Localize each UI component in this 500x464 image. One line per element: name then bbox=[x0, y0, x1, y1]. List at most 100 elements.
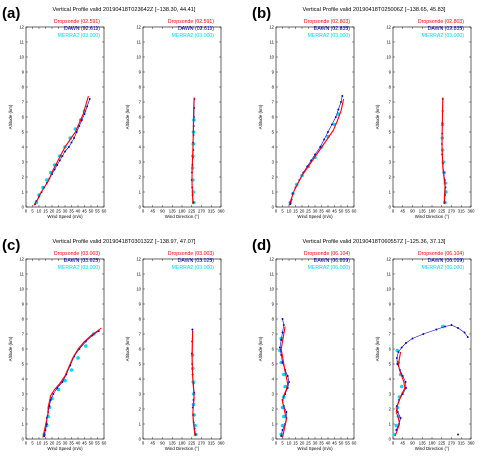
x-tick-label: 55 bbox=[345, 441, 350, 446]
data-point-dawn bbox=[397, 351, 400, 353]
x-tick-label: 50 bbox=[89, 209, 94, 214]
x-tick-label: 45 bbox=[400, 441, 405, 446]
data-point-dawn bbox=[340, 101, 342, 103]
y-tick-label: 2 bbox=[389, 407, 392, 412]
x-tick-label: 35 bbox=[69, 441, 74, 446]
legend-entry: MERRA2 (06.000) bbox=[422, 265, 465, 271]
y-tick-label: 1 bbox=[22, 422, 25, 427]
legend-entry: DAWN (02.835) bbox=[314, 26, 351, 32]
y-tick-label: 8 bbox=[389, 85, 392, 90]
x-axis-label: Wind Direction (°) bbox=[415, 446, 450, 451]
x-tick-label: 315 bbox=[458, 441, 466, 446]
data-point-merra2 bbox=[282, 372, 286, 377]
x-tick-label: 25 bbox=[306, 441, 311, 446]
series-line-dropsonde bbox=[394, 351, 406, 437]
data-point-merra2 bbox=[84, 344, 88, 348]
y-tick-label: 6 bbox=[389, 115, 392, 120]
y-tick-label: 7 bbox=[22, 100, 25, 105]
y-tick-label: 8 bbox=[389, 317, 392, 322]
x-axis-label: Wind Speed (m/s) bbox=[47, 446, 83, 451]
x-tick-label: 10 bbox=[287, 441, 292, 446]
y-tick-label: 1 bbox=[22, 190, 25, 195]
x-tick-label: 55 bbox=[95, 209, 100, 214]
y-axis-label: Altitude (km) bbox=[375, 104, 380, 129]
y-tick-label: 11 bbox=[387, 272, 392, 277]
data-point-dawn bbox=[405, 342, 407, 344]
y-tick-label: 11 bbox=[20, 272, 25, 277]
x-tick-label: 35 bbox=[69, 209, 74, 214]
x-tick-label: 20 bbox=[300, 441, 305, 446]
x-tick-label: 40 bbox=[76, 441, 81, 446]
series-line-dawn bbox=[43, 330, 99, 437]
legend-entry: MERRA2 (03.000) bbox=[58, 265, 101, 271]
y-tick-label: 9 bbox=[272, 70, 275, 75]
legend-entry: Dropsonde (06.104) bbox=[304, 251, 350, 257]
x-tick-label: 50 bbox=[339, 441, 344, 446]
y-axis-label: Altitude (km) bbox=[375, 336, 380, 361]
y-tick-label: 0 bbox=[272, 205, 275, 210]
data-point-dawn bbox=[396, 363, 399, 365]
y-tick-label: 8 bbox=[22, 317, 25, 322]
y-tick-label: 8 bbox=[139, 317, 142, 322]
chart-title: Vertical Profile valid 20190418T030132Z … bbox=[53, 239, 196, 245]
data-point-dawn bbox=[411, 337, 414, 340]
data-point-dawn bbox=[466, 336, 469, 338]
x-tick-label: 180 bbox=[429, 441, 437, 446]
legend-entry: DAWN (03.025) bbox=[64, 258, 101, 264]
data-point-merra2 bbox=[282, 414, 286, 419]
x-tick-label: 270 bbox=[198, 209, 206, 214]
series-line-dawn bbox=[395, 324, 468, 431]
data-point-dawn bbox=[67, 146, 70, 148]
x-tick-label: 10 bbox=[37, 209, 42, 214]
series-line-dropsonde bbox=[191, 330, 196, 437]
data-point-dawn bbox=[404, 381, 407, 383]
y-tick-label: 8 bbox=[272, 317, 275, 322]
y-tick-label: 9 bbox=[139, 302, 142, 307]
data-point-dawn bbox=[330, 123, 333, 126]
y-tick-label: 10 bbox=[386, 55, 391, 60]
y-tick-label: 6 bbox=[139, 347, 142, 352]
chart-title: Vertical Profile valid 20190418T025006Z … bbox=[303, 7, 446, 13]
y-tick-label: 6 bbox=[389, 347, 392, 352]
y-tick-label: 7 bbox=[272, 100, 275, 105]
y-tick-label: 6 bbox=[22, 115, 25, 120]
series-line-dropsonde bbox=[288, 98, 345, 206]
data-point-dawn bbox=[52, 393, 55, 395]
x-tick-label: 360 bbox=[468, 209, 476, 214]
y-tick-label: 2 bbox=[139, 175, 142, 180]
y-axis-label: Altitude (km) bbox=[258, 104, 263, 129]
x-tick-label: 180 bbox=[179, 209, 187, 214]
x-axis-label: Wind Speed (m/s) bbox=[297, 214, 333, 219]
x-tick-label: 10 bbox=[287, 209, 292, 214]
x-tick-label: 135 bbox=[169, 441, 177, 446]
x-tick-label: 0 bbox=[25, 209, 28, 214]
x-tick-label: 5 bbox=[31, 441, 34, 446]
data-point-dawn bbox=[288, 381, 290, 383]
series-line-dawn bbox=[290, 95, 343, 205]
data-point-dawn bbox=[334, 116, 337, 118]
y-tick-label: 0 bbox=[22, 437, 25, 442]
x-tick-label: 50 bbox=[89, 441, 94, 446]
x-tick-label: 20 bbox=[50, 441, 55, 446]
data-point-dawn bbox=[278, 346, 281, 349]
data-point-dawn bbox=[191, 328, 194, 331]
legend-entry: DAWN (06.099) bbox=[428, 258, 465, 264]
data-point-dawn bbox=[457, 327, 459, 329]
y-tick-label: 5 bbox=[139, 130, 142, 135]
x-tick-label: 20 bbox=[50, 209, 55, 214]
x-tick-label: 60 bbox=[352, 209, 357, 214]
data-point-dawn bbox=[400, 346, 403, 349]
data-point-merra2 bbox=[69, 368, 74, 372]
data-point-dawn bbox=[435, 328, 438, 331]
y-tick-label: 6 bbox=[272, 347, 275, 352]
x-tick-label: 55 bbox=[345, 209, 350, 214]
y-axis-label: Altitude (km) bbox=[125, 336, 130, 361]
x-tick-label: 25 bbox=[306, 209, 311, 214]
y-tick-label: 1 bbox=[272, 190, 275, 195]
data-point-dawn bbox=[319, 146, 322, 148]
y-tick-label: 2 bbox=[22, 175, 25, 180]
chart-panel: (a) Vertical Profile valid 20190418T02364… bbox=[2, 5, 225, 219]
